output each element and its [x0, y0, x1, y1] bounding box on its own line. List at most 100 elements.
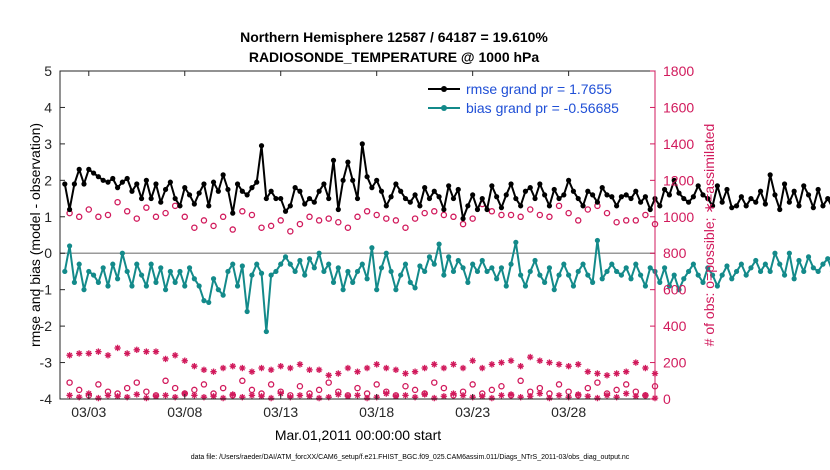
assimilated-obs-point: [555, 361, 563, 368]
rmse-point: [66, 206, 73, 213]
bias-point: [114, 276, 121, 282]
rmse-point: [498, 205, 505, 211]
assimilated-obs-low-point: [66, 392, 73, 399]
assimilated-obs-point: [181, 357, 188, 364]
assimilated-obs-low-point: [450, 390, 457, 397]
bias-point: [815, 268, 821, 275]
bias-point: [249, 272, 255, 278]
assimilated-obs-low-point: [248, 392, 256, 399]
possible-obs-low-point: [498, 382, 505, 390]
bias-point: [196, 283, 202, 289]
rmse-point: [561, 192, 567, 198]
rmse-point: [105, 179, 111, 185]
rmse-point: [781, 181, 788, 187]
bias-point: [326, 261, 332, 267]
bias-point: [90, 272, 97, 278]
bias-point: [402, 261, 409, 267]
bias-point: [489, 265, 495, 271]
rmse-point: [354, 195, 361, 202]
bias-point: [340, 287, 346, 293]
rmse-point: [220, 172, 226, 178]
possible-obs-point: [526, 206, 534, 213]
possible-obs-low-point: [162, 377, 169, 385]
rmse-point: [167, 179, 173, 185]
rmse-point: [474, 206, 481, 213]
rmse-point: [62, 181, 68, 187]
assimilated-obs-point: [200, 366, 208, 374]
rmse-point: [177, 203, 183, 209]
rmse-point: [302, 201, 308, 207]
bias-point: [638, 272, 644, 278]
rmse-point: [76, 166, 82, 172]
possible-obs-point: [613, 218, 620, 226]
rmse-point: [599, 185, 605, 191]
possible-obs-point: [114, 198, 121, 206]
y-left-tick-label: -3: [40, 355, 53, 371]
bias-point: [441, 272, 447, 278]
bias-point: [436, 241, 442, 247]
assimilated-obs-low-point: [546, 394, 553, 402]
y-right-tick-label: 1000: [663, 209, 694, 225]
rmse-point: [546, 203, 553, 209]
x-tick-label: 03/13: [263, 404, 298, 420]
assimilated-obs-low-point: [267, 394, 275, 402]
rmse-point: [714, 183, 720, 189]
assimilated-obs-low-point: [459, 392, 467, 399]
rmse-point: [71, 181, 77, 187]
possible-obs-low-point: [613, 386, 620, 394]
rmse-point: [210, 179, 217, 185]
possible-obs-low-point: [431, 379, 438, 386]
bias-point: [494, 276, 500, 282]
assimilated-obs-low-point: [421, 391, 428, 398]
rmse-point: [287, 203, 293, 209]
bias-point: [172, 279, 178, 285]
rmse-point: [724, 186, 730, 193]
bias-point: [71, 279, 77, 285]
assimilated-obs-low-point: [498, 392, 505, 399]
bias-point: [186, 265, 193, 271]
possible-obs-point: [191, 224, 198, 231]
plot-area: [60, 141, 830, 402]
rmse-point: [695, 183, 701, 189]
bias-point: [321, 268, 327, 275]
possible-obs-point: [162, 209, 169, 217]
assimilated-obs-point: [229, 363, 236, 370]
y-left-tick-label: -2: [40, 318, 53, 334]
bias-point: [412, 285, 418, 291]
rmse-point: [633, 188, 639, 194]
possible-obs-point: [344, 224, 352, 231]
possible-obs-low-point: [95, 381, 102, 388]
assimilated-obs-point: [584, 368, 592, 375]
bias-point: [263, 328, 269, 335]
rmse-point: [441, 206, 447, 213]
possible-obs-low-point: [267, 381, 275, 388]
chart-title: Northern Hemisphere 12587 / 64187 = 19.6…: [240, 29, 548, 45]
rmse-point: [225, 186, 231, 193]
y-right-tick-label: 200: [663, 355, 687, 371]
possible-obs-point: [123, 208, 131, 215]
bias-point: [566, 272, 572, 278]
rmse-point: [676, 190, 682, 196]
rmse-point: [762, 201, 768, 207]
assimilated-obs-low-point: [536, 390, 544, 397]
assimilated-obs-low-point: [354, 392, 361, 399]
x-tick-label: 03/23: [455, 404, 490, 420]
assimilated-obs-low-point: [584, 393, 592, 400]
bias-point: [748, 265, 754, 271]
possible-obs-low-point: [622, 381, 630, 388]
rmse-point: [719, 199, 725, 205]
assimilated-obs-low-point: [623, 390, 630, 397]
possible-obs-point: [306, 213, 313, 221]
rmse-point: [820, 203, 826, 209]
rmse-point: [575, 195, 581, 202]
bias-point: [671, 272, 677, 278]
rmse-point: [340, 177, 346, 183]
y-left-tick-label: -4: [40, 391, 53, 407]
assimilated-obs-point: [421, 364, 428, 372]
assimilated-obs-low-point: [517, 393, 524, 401]
bias-point: [278, 261, 284, 267]
rmse-point: [335, 206, 341, 213]
bias-point: [446, 254, 452, 260]
rmse-point: [503, 192, 509, 198]
